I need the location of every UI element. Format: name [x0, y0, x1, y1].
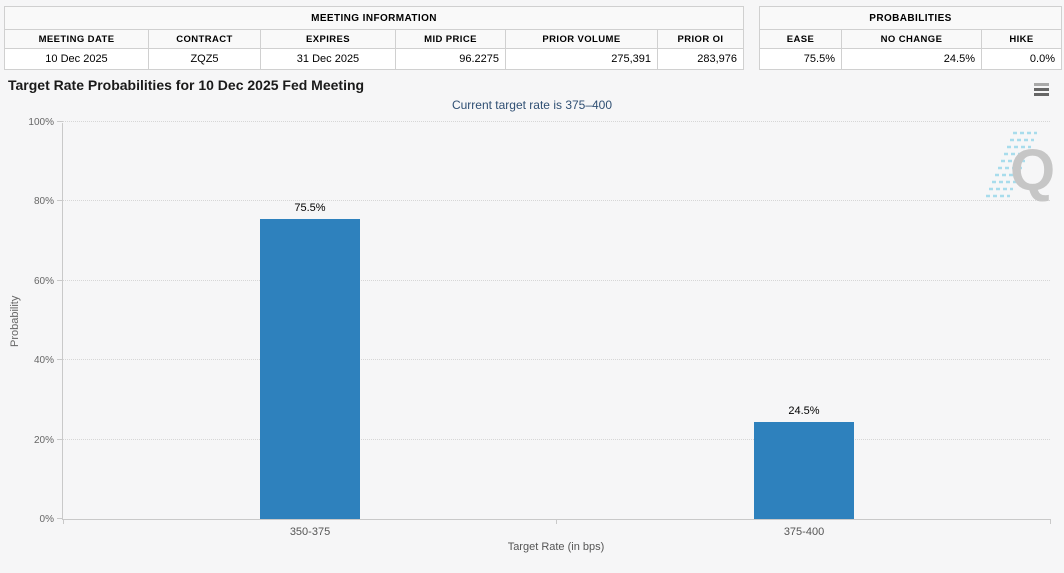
- prior-volume-value: 275,391: [505, 48, 658, 70]
- col-meeting-date: MEETING DATE: [4, 29, 149, 49]
- col-mid-price: MID PRICE: [395, 29, 506, 49]
- hike-value: 0.0%: [981, 48, 1062, 70]
- col-prior-oi: PRIOR OI: [657, 29, 744, 49]
- y-gridline: [63, 200, 1050, 202]
- plot-area: 0% 20% 40% 60% 80% 100% 75.5% 350-375 24.5% 375-4…: [28, 117, 1051, 538]
- y-gridline: [63, 121, 1050, 122]
- summary-tables: MEETING INFORMATION MEETING DATE CONTRAC…: [4, 6, 1062, 70]
- table-row: 10 Dec 2025 ZQZ5 31 Dec 2025 96.2275 275…: [4, 48, 744, 70]
- bar-value-label: 75.5%: [294, 202, 326, 215]
- expires-value: 31 Dec 2025: [260, 48, 396, 70]
- meeting-information-table: MEETING INFORMATION MEETING DATE CONTRAC…: [4, 6, 744, 70]
- chart-title: Target Rate Probabilities for 10 Dec 202…: [8, 77, 365, 93]
- hamburger-menu-icon[interactable]: [1034, 83, 1049, 96]
- y-gridline: [63, 359, 1050, 361]
- chart-subtitle: Current target rate is 375–400: [451, 98, 613, 112]
- meeting-information-title: MEETING INFORMATION: [4, 6, 744, 30]
- y-axis-tick-mark: [57, 279, 63, 281]
- col-prior-volume: PRIOR VOLUME: [505, 29, 658, 49]
- meeting-date-value: 10 Dec 2025: [4, 48, 149, 70]
- col-hike: HIKE: [981, 29, 1062, 49]
- x-axis-tick-mark: [63, 519, 64, 524]
- probabilities-table: PROBABILITIES EASE NO CHANGE HIKE 75.5% …: [759, 6, 1062, 70]
- ease-value: 75.5%: [759, 48, 842, 70]
- col-no-change: NO CHANGE: [841, 29, 982, 49]
- y-axis-tick-mark: [57, 200, 63, 202]
- y-axis-tick-label: 20%: [33, 434, 54, 446]
- col-contract: CONTRACT: [148, 29, 261, 49]
- y-axis-tick-label: 100%: [28, 117, 54, 128]
- y-axis-tick-label: 80%: [33, 196, 54, 208]
- table-row: 75.5% 24.5% 0.0%: [759, 48, 1062, 70]
- x-axis-category-label: 350-375: [289, 526, 331, 538]
- y-axis-tick-label: 60%: [33, 275, 54, 287]
- mid-price-value: 96.2275: [395, 48, 506, 70]
- x-axis-tick-mark: [1050, 519, 1051, 524]
- y-axis-tick-label: 0%: [39, 514, 54, 525]
- x-axis-tick-mark: [556, 519, 557, 524]
- y-gridline: [63, 438, 1050, 440]
- y-axis-tick-mark: [57, 438, 63, 440]
- y-axis-tick-mark: [57, 359, 63, 361]
- prior-oi-value: 283,976: [657, 48, 744, 70]
- contract-value: ZQZ5: [148, 48, 261, 70]
- x-axis-title: Target Rate (in bps): [507, 541, 605, 553]
- bar-value-label: 24.5%: [788, 404, 820, 417]
- x-axis-category-label: 375-400: [783, 526, 825, 538]
- col-ease: EASE: [759, 29, 842, 49]
- probability-bar[interactable]: [260, 219, 360, 519]
- no-change-value: 24.5%: [841, 48, 982, 70]
- col-expires: EXPIRES: [260, 29, 396, 49]
- y-gridline: [63, 279, 1050, 281]
- y-axis-tick-label: 40%: [33, 355, 54, 367]
- probabilities-title: PROBABILITIES: [759, 6, 1062, 30]
- probability-bar[interactable]: [754, 421, 854, 519]
- y-axis-title: Probability: [9, 295, 21, 348]
- y-axis-tick-mark: [57, 121, 63, 122]
- y-axis-tick-mark: [57, 518, 63, 519]
